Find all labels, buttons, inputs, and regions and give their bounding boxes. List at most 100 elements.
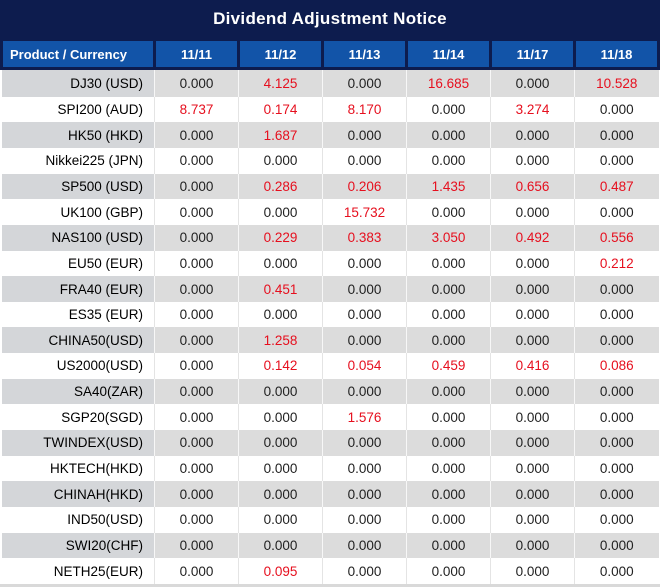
product-cell: HKTECH(HKD) (50, 460, 143, 476)
value-cell: 0.000 (154, 122, 239, 148)
table-row: SGP20(SGD) 0.000 0.000 1.576 0.000 0.000 0.000 (1, 404, 659, 431)
value-cell: 0.000 (406, 506, 491, 533)
table-row: TWINDEX(USD) 0.000 0.000 0.000 0.000 0.000 0.0… (1, 430, 659, 456)
value-cell: 0.000 (322, 481, 407, 507)
table-row: US2000(USD) 0.000 0.142 0.054 0.459 0.416 0.08… (1, 353, 659, 379)
value-cell: 0.000 (238, 404, 323, 431)
value-cell: 0.206 (322, 173, 407, 200)
value-cell: 0.000 (406, 327, 491, 354)
product-cell: US2000(USD) (56, 358, 143, 374)
value-cell: 0.000 (490, 147, 575, 174)
value-cell: 0.000 (322, 430, 407, 456)
value-cell: 0.459 (406, 353, 491, 379)
table-body: DJ30 (USD) 0.000 4.125 0.000 16.685 0.000 10.5… (1, 68, 659, 584)
value-cell: 0.000 (322, 276, 407, 302)
value-cell: 0.000 (154, 558, 239, 584)
value-cell: 0.000 (154, 224, 239, 251)
value-cell: 0.000 (322, 558, 407, 584)
value-cell: 0.000 (154, 353, 239, 379)
value-cell: 0.000 (154, 327, 239, 354)
value-cell: 0.000 (574, 481, 659, 507)
table-row: SP500 (USD) 0.000 0.286 0.206 1.435 0.656 0.48… (1, 173, 659, 200)
value-cell: 0.000 (406, 455, 491, 482)
product-cell: SP500 (USD) (1, 173, 155, 200)
value-cell: 0.086 (574, 353, 659, 379)
page-title: Dividend Adjustment Notice (0, 0, 660, 38)
table-row: DJ30 (USD) 0.000 4.125 0.000 16.685 0.000 10.5… (1, 68, 659, 97)
value-cell: 0.000 (406, 199, 491, 225)
value-cell: 0.000 (574, 199, 659, 225)
value-cell: 0.000 (238, 378, 323, 405)
product-cell: ES35 (EUR) (68, 307, 143, 323)
table-header: Product / Currency 11/11 11/12 11/13 11/14 11… (0, 38, 660, 70)
product-cell: HK50 (HKD) (1, 122, 155, 148)
value-cell: 0.000 (238, 532, 323, 559)
value-cell: 1.687 (238, 122, 323, 148)
value-cell: 0.000 (490, 506, 575, 533)
value-cell: 0.000 (490, 378, 575, 405)
table-row: EU50 (EUR) 0.000 0.000 0.000 0.000 0.000 0.212 (1, 250, 659, 277)
value-cell: 0.000 (406, 532, 491, 559)
value-cell: 3.050 (406, 224, 491, 251)
product-cell: TWINDEX(USD) (1, 430, 155, 456)
value-cell: 0.000 (238, 506, 323, 533)
dividend-table: Product / Currency 11/11 11/12 11/13 11/14 11… (0, 38, 660, 584)
value-cell: 0.000 (490, 532, 575, 559)
table-row: FRA40 (EUR) 0.000 0.451 0.000 0.000 0.000 0.00… (1, 276, 659, 302)
product-cell: DJ30 (USD) (1, 68, 155, 97)
product-cell: CHINA50(USD) (1, 327, 155, 354)
value-cell: 0.000 (406, 481, 491, 507)
value-cell: 0.000 (490, 250, 575, 277)
value-cell: 0.286 (238, 173, 323, 200)
value-cell: 0.000 (490, 301, 575, 328)
value-cell: 0.000 (322, 147, 407, 174)
value-cell: 0.000 (490, 68, 575, 97)
value-cell: 0.000 (322, 532, 407, 559)
value-cell: 0.000 (574, 96, 659, 123)
value-cell: 0.000 (154, 173, 239, 200)
value-cell: 0.000 (322, 301, 407, 328)
value-cell: 0.000 (238, 147, 323, 174)
value-cell: 0.000 (154, 301, 239, 328)
table-row: Nikkei225 (JPN) 0.000 0.000 0.000 0.000 0.000… (1, 147, 659, 174)
value-cell: 0.000 (154, 199, 239, 225)
product-cell: SWI20(CHF) (1, 532, 155, 559)
value-cell: 0.451 (238, 276, 323, 302)
value-cell: 0.000 (238, 455, 323, 482)
value-cell: 0.000 (154, 404, 239, 431)
product-cell: EU50 (EUR) (67, 255, 143, 271)
value-cell: 15.732 (322, 199, 407, 225)
value-cell: 4.125 (238, 68, 323, 97)
value-cell: 0.000 (490, 199, 575, 225)
value-cell: 0.000 (406, 276, 491, 302)
value-cell: 0.000 (322, 506, 407, 533)
value-cell: 0.000 (406, 250, 491, 277)
product-cell: NAS100 (USD) (1, 224, 155, 251)
value-cell: 0.000 (490, 404, 575, 431)
value-cell: 0.000 (406, 147, 491, 174)
value-cell: 0.000 (406, 430, 491, 456)
value-cell: 0.416 (490, 353, 575, 379)
value-cell: 0.000 (238, 301, 323, 328)
value-cell: 0.000 (574, 455, 659, 482)
value-cell: 0.000 (238, 250, 323, 277)
value-cell: 0.000 (574, 506, 659, 533)
column-header-date: 11/17 (489, 38, 576, 70)
product-cell: UK100 (GBP) (60, 204, 143, 220)
value-cell: 0.000 (322, 378, 407, 405)
product-cell: SGP20(SGD) (61, 409, 143, 425)
column-header-date: 11/11 (153, 38, 240, 70)
table-row: HKTECH(HKD) 0.000 0.000 0.000 0.000 0.000 0.00… (1, 455, 659, 482)
table-row: SWI20(CHF) 0.000 0.000 0.000 0.000 0.000 0.000 (1, 532, 659, 559)
column-header-date: 11/14 (405, 38, 492, 70)
value-cell: 0.492 (490, 224, 575, 251)
product-cell: SA40(ZAR) (1, 378, 155, 405)
value-cell: 0.656 (490, 173, 575, 200)
table-row: UK100 (GBP) 0.000 0.000 15.732 0.000 0.000 0.0… (1, 199, 659, 225)
column-header-date: 11/13 (321, 38, 408, 70)
value-cell: 0.174 (238, 96, 323, 123)
value-cell: 0.000 (574, 327, 659, 354)
value-cell: 0.142 (238, 353, 323, 379)
value-cell: 0.000 (490, 455, 575, 482)
